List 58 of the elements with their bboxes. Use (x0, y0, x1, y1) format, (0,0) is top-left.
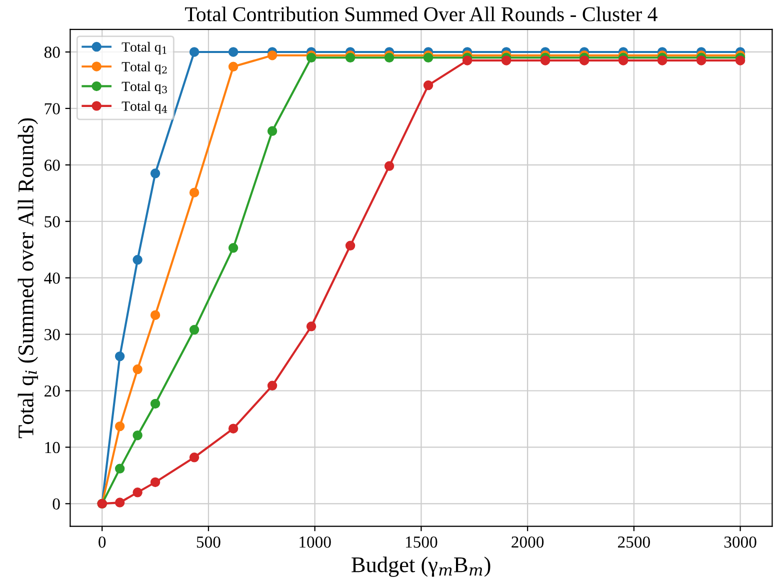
x-axis-title: Budget (γ$_{m}$B$_{m}$) (352, 556, 490, 577)
point (228, 62, 238, 72)
point (267, 380, 278, 391)
point (114, 498, 125, 508)
legend-label: Total q$_{1}$ (122, 42, 166, 54)
y-tick-label: 70 (44, 103, 60, 114)
y-tick-label: 40 (44, 272, 60, 284)
point (306, 322, 316, 332)
x-tick-label: 500 (196, 536, 220, 548)
point (267, 126, 278, 136)
point (228, 243, 238, 253)
point (132, 254, 142, 265)
point (114, 421, 125, 432)
point (501, 56, 512, 66)
x-tick-label: 3000 (724, 536, 756, 548)
chart-title: Total Contribution Summed Over All Rounds - Cluster 4 (185, 6, 658, 22)
point (735, 56, 746, 66)
point (132, 488, 142, 498)
legend-label: Total q$_{4}$ (122, 101, 168, 114)
point (228, 47, 238, 57)
y-tick-label: 0 (52, 498, 60, 510)
point (267, 50, 278, 60)
point (114, 464, 125, 474)
point (150, 168, 160, 178)
point (657, 56, 668, 66)
y-tick-label: 50 (44, 216, 60, 228)
legend-label: Total q$_{2}$ (122, 62, 167, 74)
x-tick-label: 1000 (300, 536, 331, 548)
point (132, 430, 142, 440)
x-tick-label: 2000 (512, 536, 544, 548)
point (132, 364, 142, 374)
y-tick-label: 60 (44, 160, 60, 171)
point (423, 80, 434, 90)
legend-label: Total q$_{3}$ (122, 81, 167, 94)
y-tick-label: 10 (45, 442, 60, 454)
point (345, 240, 356, 251)
point (189, 47, 200, 57)
y-tick-label: 80 (44, 46, 60, 58)
point (114, 351, 125, 362)
x-tick-label: 2500 (618, 536, 650, 548)
y-axis-title: Total q$_{i}$ (Summed over All Rounds) (18, 118, 38, 438)
point (189, 452, 200, 462)
point (462, 56, 472, 66)
point (228, 424, 238, 434)
point (150, 310, 160, 320)
point (150, 477, 160, 488)
point (579, 56, 590, 66)
x-tick-label: 1500 (406, 536, 438, 548)
y-tick-label: 20 (44, 385, 60, 397)
point (150, 398, 160, 409)
point (189, 188, 200, 198)
point (189, 324, 200, 335)
point (540, 56, 550, 66)
x-tick-label: 0 (98, 536, 106, 548)
y-tick-label: 30 (44, 328, 60, 340)
point (696, 56, 706, 66)
point (384, 161, 394, 171)
point (618, 56, 628, 66)
